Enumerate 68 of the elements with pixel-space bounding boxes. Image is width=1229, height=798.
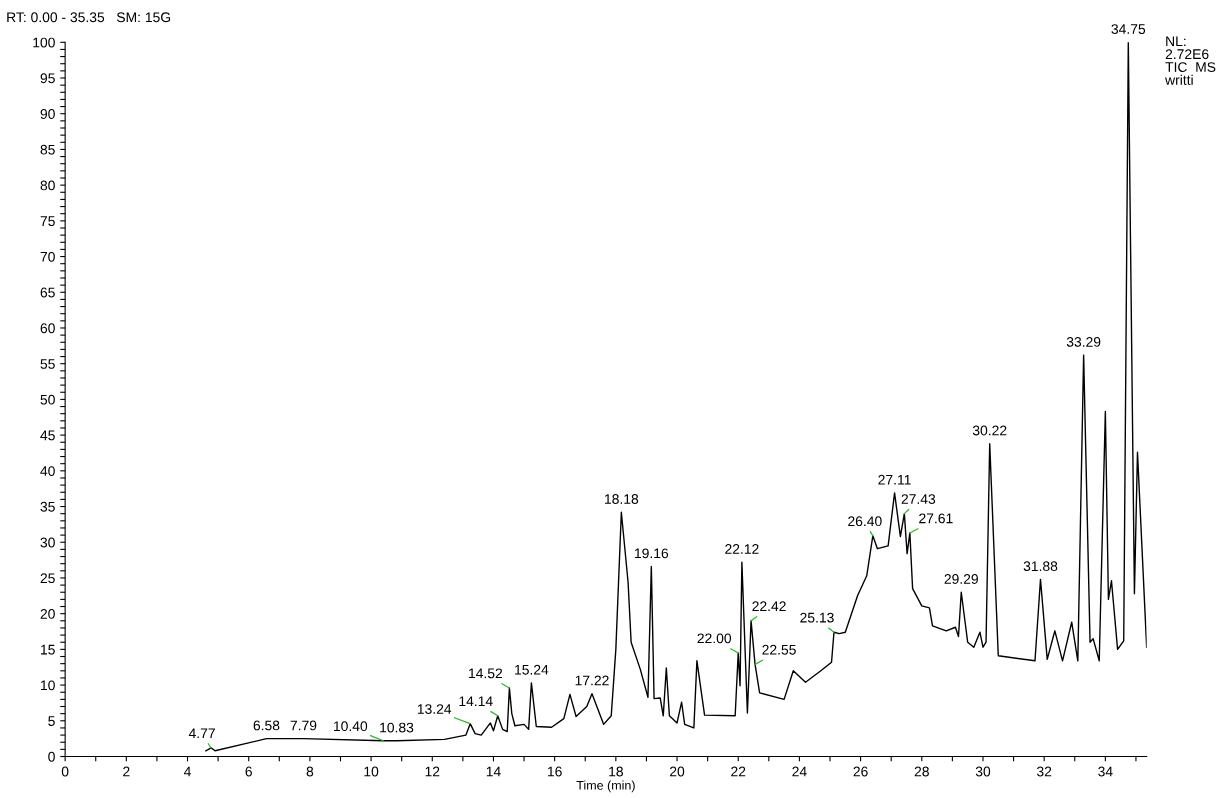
y-tick-label: 65 <box>40 287 55 298</box>
annotation: 30.22 <box>972 425 1007 436</box>
y-tick-label: 25 <box>40 573 55 584</box>
y-tick-label: 95 <box>40 73 55 84</box>
y-tick-label: 35 <box>40 501 55 512</box>
y-tick-label: 85 <box>40 144 55 155</box>
y-tick-label: 100 <box>33 37 55 48</box>
annotation: 27.43 <box>901 494 936 504</box>
x-tick-label: 32 <box>1036 766 1052 777</box>
y-tick-label: 0 <box>48 751 55 762</box>
x-tick-label: 2 <box>123 766 130 777</box>
annotation: 10.40 <box>334 721 368 732</box>
y-tick-label: 90 <box>40 109 55 119</box>
annotation: 27.11 <box>878 474 911 485</box>
annotation: 26.40 <box>848 516 882 527</box>
x-tick-label: 20 <box>670 766 685 777</box>
annotation: 15.24 <box>515 664 549 675</box>
y-tick-label: 80 <box>40 180 55 191</box>
y-tick-label: 20 <box>40 609 55 619</box>
annotation: 31.88 <box>1023 561 1058 572</box>
annotation: 10.83 <box>380 722 414 733</box>
annotation: 17.22 <box>575 675 609 686</box>
y-tick-label: 15 <box>41 644 55 655</box>
x-tick-label: 10 <box>364 766 379 777</box>
annotation: 22.00 <box>697 633 732 644</box>
x-tick-label: 28 <box>914 766 929 777</box>
annotation: 33.29 <box>1066 336 1101 347</box>
y-tick-label: 60 <box>40 323 55 334</box>
annotation: 18.18 <box>605 494 639 504</box>
annotation: 13.24 <box>417 704 452 714</box>
annotation: 29.29 <box>944 574 978 584</box>
annotation: 34.75 <box>1111 24 1146 34</box>
annotation: 6.58 <box>253 720 280 731</box>
text: NL: 2.72E6 TIC MS writti <box>1165 36 1216 85</box>
x-tick-label: 4 <box>183 766 191 777</box>
x-tick-label: 14 <box>486 766 501 777</box>
x-tick-label: 24 <box>792 766 807 777</box>
x-tick-label: 26 <box>853 766 868 777</box>
x-axis-title: Time (min) <box>576 780 635 793</box>
y-tick-label: 75 <box>40 216 55 227</box>
annotation: 22.12 <box>725 544 759 554</box>
y-tick-label: 10 <box>41 680 55 691</box>
x-tick-label: 18 <box>609 766 623 777</box>
x-tick-label: 12 <box>425 766 440 777</box>
y-tick-label: 30 <box>40 537 55 548</box>
text: RT: 0.00 - 35.35 SM: 15G <box>7 12 171 23</box>
y-tick-label: 40 <box>40 466 55 476</box>
x-tick-label: 0 <box>61 766 69 777</box>
y-tick-label: 5 <box>48 716 55 726</box>
y-tick-label: 55 <box>40 359 55 369</box>
annotation: 4.77 <box>188 728 215 739</box>
annotation: 27.61 <box>919 513 953 524</box>
annotation: 14.14 <box>459 696 493 706</box>
annotation: 14.52 <box>469 668 503 679</box>
x-tick-label: 16 <box>547 766 562 777</box>
annotation: 25.13 <box>800 612 834 623</box>
annotation: 19.16 <box>635 548 669 559</box>
x-tick-label: 22 <box>731 766 746 777</box>
annotation: 22.55 <box>762 644 796 655</box>
annotation: 7.79 <box>290 720 317 731</box>
annotation: 22.42 <box>752 601 786 611</box>
x-tick-label: 6 <box>245 766 252 777</box>
x-tick-label: 8 <box>306 766 314 777</box>
y-tick-label: 50 <box>40 394 55 405</box>
y-tick-label: 70 <box>40 251 55 262</box>
y-tick-label: 45 <box>40 430 55 441</box>
x-tick-label: 30 <box>975 766 991 777</box>
x-tick-label: 34 <box>1098 766 1113 777</box>
